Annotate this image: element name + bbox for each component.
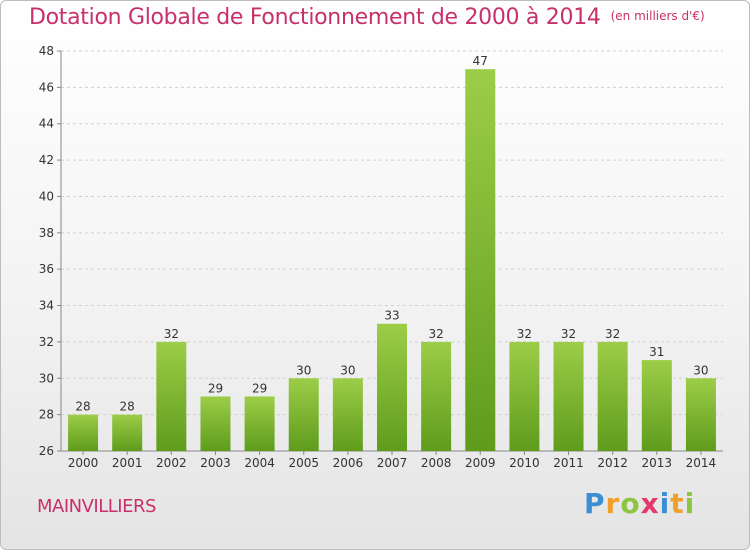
y-tick-label: 44: [39, 117, 54, 131]
y-tick-label: 28: [39, 408, 54, 422]
bar-value-label: 32: [428, 327, 443, 341]
x-tick-label: 2006: [333, 456, 364, 470]
bar: [68, 414, 99, 451]
x-tick-label: 2005: [288, 456, 319, 470]
bar-value-label: 32: [605, 327, 620, 341]
y-tick-label: 42: [39, 153, 54, 167]
bar: [421, 341, 452, 451]
x-tick-label: 2004: [244, 456, 275, 470]
bar-value-label: 33: [384, 309, 399, 323]
x-tick-label: 2000: [68, 456, 99, 470]
x-tick-label: 2008: [421, 456, 452, 470]
proxiti-logo[interactable]: Proxiti: [584, 487, 696, 520]
bar: [597, 341, 628, 451]
bar: [685, 378, 716, 451]
x-tick-label: 2014: [686, 456, 717, 470]
bar: [332, 378, 363, 451]
bar-value-label: 30: [693, 363, 708, 377]
bar: [553, 341, 584, 451]
bar: [156, 341, 187, 451]
y-tick-label: 40: [39, 189, 54, 203]
bar: [465, 69, 496, 451]
label-layer: 28 28 32 29 29 30 30 33 32 47 32 32 32 31 30: [75, 54, 708, 413]
chart-unit: (en milliers d'€): [610, 9, 705, 23]
x-tick-label: 2013: [642, 456, 673, 470]
bar: [377, 323, 407, 451]
y-tick-label: 36: [39, 262, 54, 276]
x-tick-label: 2009: [465, 456, 496, 470]
city-name: MAINVILLIERS: [37, 496, 156, 517]
y-tick-label: 46: [39, 80, 54, 94]
bar-value-label: 29: [208, 381, 223, 395]
x-tick-label: 2010: [509, 456, 540, 470]
x-tick-label: 2002: [156, 456, 187, 470]
bar-value-label: 32: [164, 327, 179, 341]
x-tick-label: 2011: [553, 456, 584, 470]
bar-value-label: 30: [296, 363, 311, 377]
bar: [112, 414, 143, 451]
chart-title-block: Dotation Globale de Fonctionnement de 20…: [29, 5, 705, 30]
y-tick-label: 34: [39, 299, 54, 313]
bar: [641, 360, 672, 451]
x-tick-label: 2007: [377, 456, 408, 470]
y-tick-label: 26: [39, 444, 54, 458]
x-tick-label: 2003: [200, 456, 231, 470]
bar: [244, 396, 275, 451]
bar-value-label: 29: [252, 381, 267, 395]
bar-value-label: 32: [517, 327, 532, 341]
bar-value-label: 31: [649, 345, 664, 359]
bar: [509, 341, 540, 451]
bar: [200, 396, 231, 451]
y-tick-label: 38: [39, 226, 54, 240]
y-tick-label: 32: [39, 335, 54, 349]
bar-value-label: 47: [473, 54, 488, 68]
y-tick-label: 48: [39, 44, 54, 58]
bar-layer: [68, 69, 716, 451]
bar-value-label: 32: [561, 327, 576, 341]
x-tick-label: 2001: [112, 456, 143, 470]
bar-value-label: 28: [120, 400, 135, 414]
bar-value-label: 28: [75, 400, 90, 414]
axis-layer: 26 28 30 32 34 36 38 40 42 44 46 48 2000 2001 2002 2003…: [39, 44, 723, 470]
y-tick-label: 30: [39, 371, 54, 385]
bar: [288, 378, 319, 451]
bar-value-label: 30: [340, 363, 355, 377]
chart-title: Dotation Globale de Fonctionnement de 20…: [29, 5, 601, 30]
x-tick-label: 2012: [597, 456, 628, 470]
